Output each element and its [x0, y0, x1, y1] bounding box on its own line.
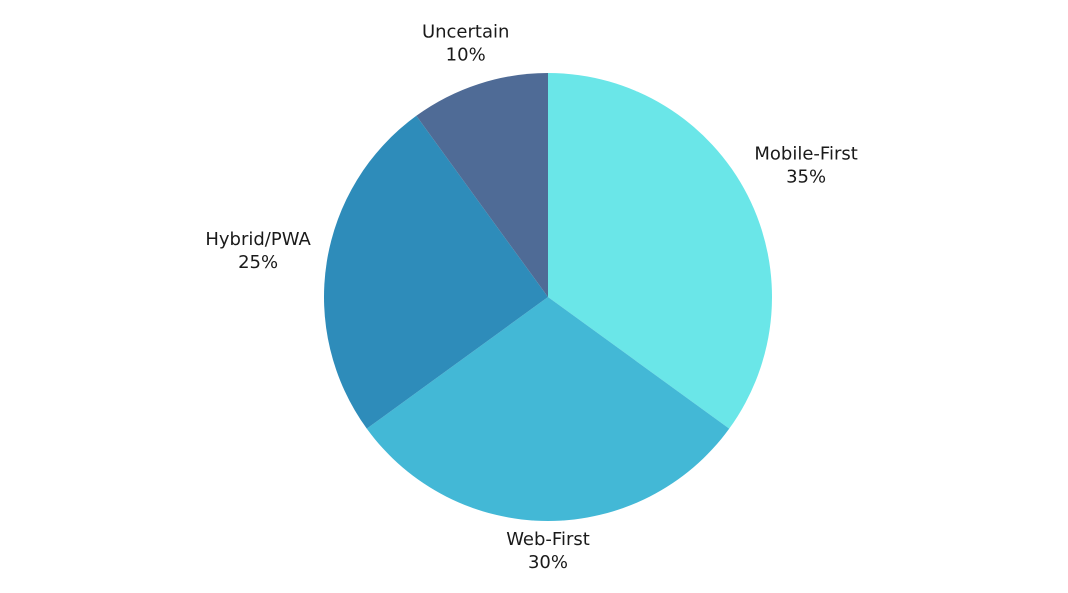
pie-slice: [416, 73, 548, 297]
slice-value-label: 10%: [446, 45, 486, 66]
slice-label: Mobile-First: [754, 144, 857, 165]
slice-label: Hybrid/PWA: [205, 229, 311, 250]
slice-label: Uncertain: [422, 22, 509, 43]
slice-value-label: 35%: [786, 167, 826, 188]
pie-slice: [324, 115, 548, 429]
pie-slice: [366, 297, 730, 522]
slice-label: Web-First: [506, 529, 590, 550]
pie-slice: [548, 73, 773, 429]
slice-value-label: 30%: [528, 552, 568, 573]
slice-value-label: 25%: [238, 252, 278, 273]
